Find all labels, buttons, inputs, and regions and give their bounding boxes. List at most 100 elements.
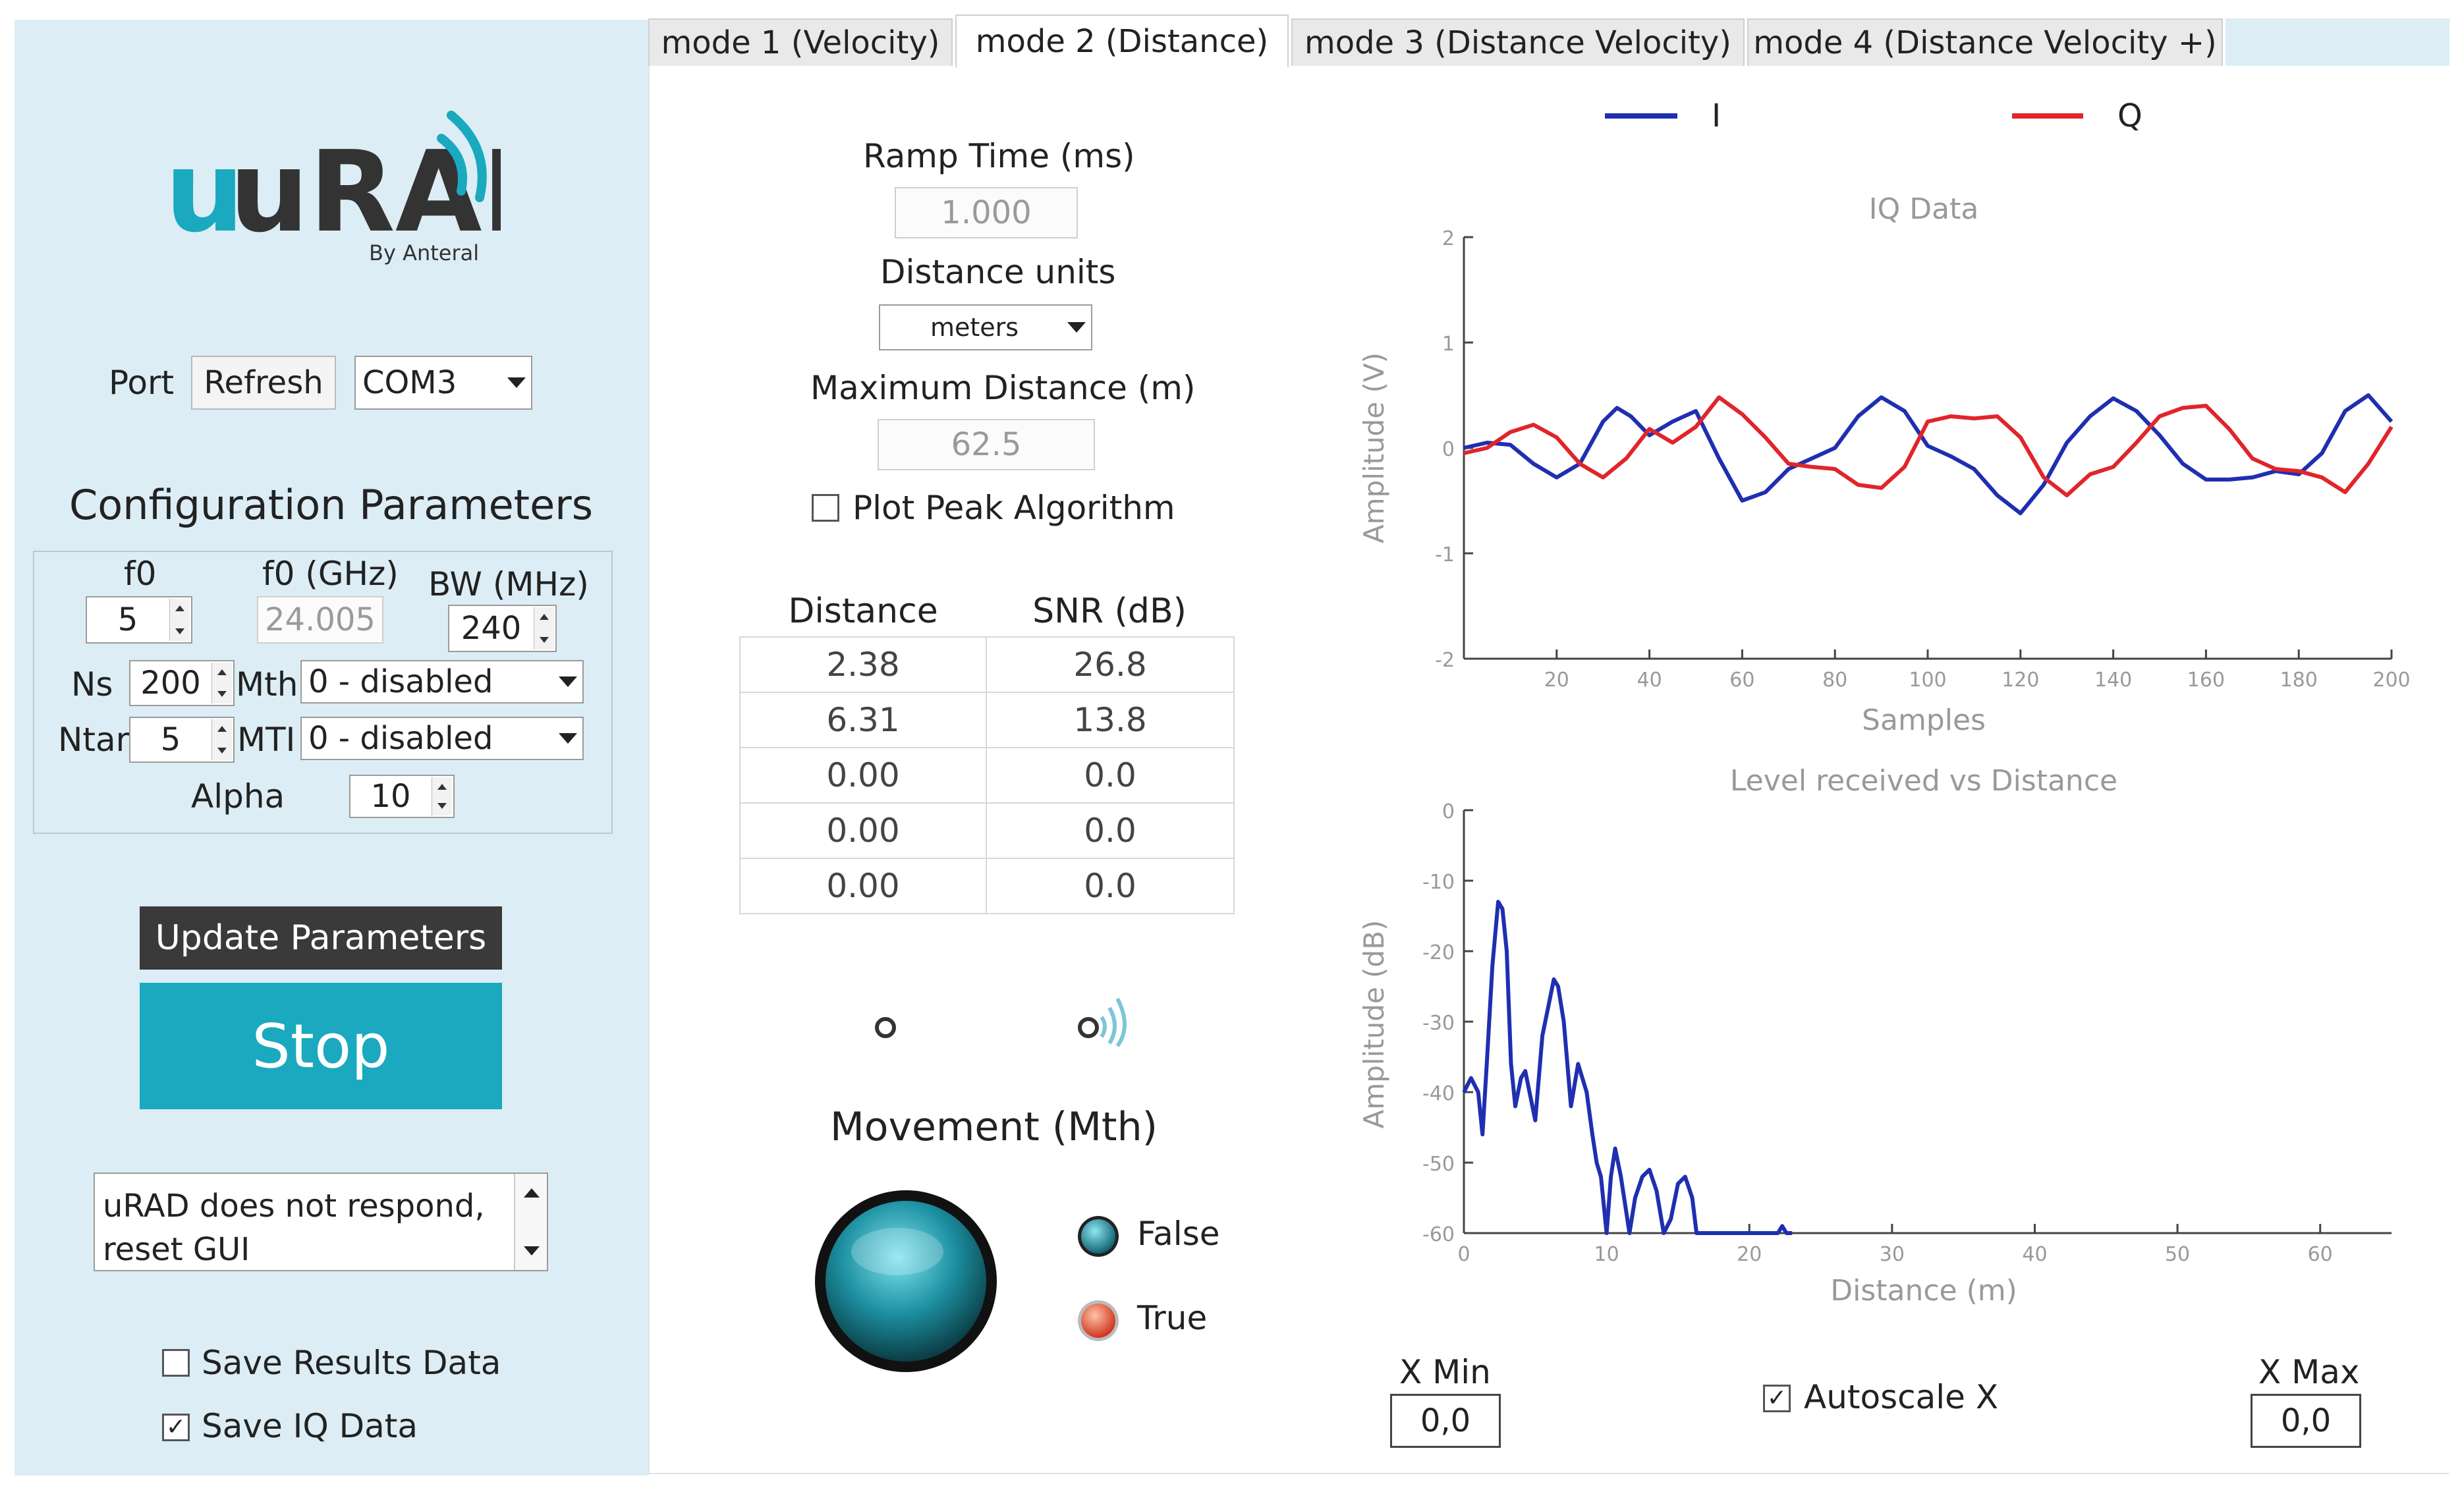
results-table: 2.38 26.8 6.31 13.8 0.00 0.0 0.00 0.0 0.… bbox=[739, 636, 1235, 918]
f0ghz-label: f0 (GHz) bbox=[262, 555, 399, 593]
save-results-checkbox[interactable] bbox=[162, 1349, 190, 1377]
mth-select-value: 0 - disabled bbox=[308, 663, 493, 700]
spinner-arrows-icon[interactable] bbox=[211, 663, 232, 704]
f0ghz-field: 24.005 bbox=[257, 596, 383, 644]
target-idle-icon bbox=[875, 1017, 896, 1038]
tab-mode-1[interactable]: mode 1 (Velocity) bbox=[648, 18, 953, 66]
stop-button[interactable]: Stop bbox=[140, 983, 502, 1109]
port-select[interactable]: COM3 bbox=[354, 356, 532, 410]
bw-value: 240 bbox=[461, 610, 522, 647]
ntar-value: 5 bbox=[160, 721, 181, 758]
port-label: Port bbox=[109, 364, 175, 402]
chevron-down-icon bbox=[559, 676, 577, 687]
distance-units-value: meters bbox=[930, 313, 1019, 342]
x-min-label: X Min bbox=[1399, 1353, 1491, 1391]
movement-title: Movement (Mth) bbox=[830, 1104, 1158, 1150]
level-chart-y-tick-label: -60 bbox=[1422, 1223, 1455, 1246]
false-label: False bbox=[1137, 1215, 1220, 1253]
tab-content-panel bbox=[648, 66, 2450, 1474]
mth-select[interactable]: 0 - disabled bbox=[300, 660, 584, 704]
chevron-down-icon bbox=[559, 733, 577, 744]
plot-peak-label: Plot Peak Algorithm bbox=[853, 489, 1175, 527]
table-cell: 6.31 bbox=[739, 692, 987, 748]
iq-chart-series-line-I bbox=[1463, 393, 2394, 516]
spinner-arrows-icon[interactable] bbox=[432, 777, 452, 815]
refresh-button[interactable]: Refresh bbox=[191, 356, 336, 410]
status-textbox[interactable]: uRAD does not respond, reset GUI bbox=[94, 1173, 548, 1271]
x-max-label: X Max bbox=[2258, 1353, 2360, 1391]
save-iq-checkbox[interactable]: ✓ bbox=[162, 1414, 190, 1441]
bw-label: BW (MHz) bbox=[428, 565, 589, 603]
spinner-arrows-icon[interactable] bbox=[211, 719, 232, 760]
logo-tagline: By Anteral bbox=[369, 240, 479, 265]
save-iq-label: Save IQ Data bbox=[202, 1407, 418, 1445]
distance-units-select[interactable]: meters bbox=[879, 304, 1092, 350]
level-chart-x-tick-label: 10 bbox=[1594, 1243, 1619, 1266]
tab-mode-4[interactable]: mode 4 (Distance Velocity +) bbox=[1747, 18, 2223, 66]
alpha-label: Alpha bbox=[191, 777, 285, 815]
mti-select[interactable]: 0 - disabled bbox=[300, 717, 584, 760]
table-cell: 0.0 bbox=[986, 858, 1235, 914]
status-message: uRAD does not respond, reset GUI bbox=[103, 1188, 485, 1268]
logo-wave-2 bbox=[447, 111, 487, 202]
iq-chart-x-tick-label: 100 bbox=[1909, 669, 1946, 692]
table-cell: 0.00 bbox=[739, 747, 987, 804]
ntar-spinbox[interactable]: 5 bbox=[129, 717, 235, 763]
false-led-icon bbox=[1078, 1216, 1119, 1257]
iq-chart-xlabel: Samples bbox=[1862, 704, 1986, 737]
tab-mode-2[interactable]: mode 2 (Distance) bbox=[955, 14, 1289, 67]
scroll-down-icon[interactable] bbox=[524, 1246, 540, 1255]
level-chart-y-tick-label: -20 bbox=[1422, 941, 1455, 964]
level-chart-x-tick-label: 20 bbox=[1737, 1243, 1762, 1266]
movement-indicator-led bbox=[815, 1190, 997, 1372]
urad-logo: u uRAD By Anteral bbox=[165, 111, 501, 265]
mti-label: MTI bbox=[237, 721, 296, 759]
iq-chart-title: IQ Data bbox=[1869, 192, 1979, 226]
tab-bar-filler bbox=[2226, 18, 2450, 66]
iq-chart-y-tick-label: -2 bbox=[1435, 649, 1455, 672]
true-label: True bbox=[1137, 1299, 1208, 1337]
level-chart-xlabel: Distance (m) bbox=[1830, 1274, 2017, 1308]
max-distance-label: Maximum Distance (m) bbox=[810, 369, 1196, 407]
update-parameters-button[interactable]: Update Parameters bbox=[140, 906, 502, 970]
table-cell: 26.8 bbox=[986, 636, 1235, 693]
table-cell: 2.38 bbox=[739, 636, 987, 693]
plot-peak-checkbox[interactable] bbox=[812, 494, 839, 522]
iq-chart-x-tick-label: 200 bbox=[2372, 669, 2410, 692]
bw-spinbox[interactable]: 240 bbox=[448, 605, 557, 652]
level-chart-series-line-0 bbox=[1462, 900, 1793, 1235]
iq-chart-x-tick-label: 140 bbox=[2094, 669, 2132, 692]
tab-mode-3[interactable]: mode 3 (Distance Velocity) bbox=[1291, 18, 1745, 66]
level-chart-ylabel: Amplitude (dB) bbox=[1358, 920, 1390, 1129]
iq-chart-x-tick-label: 120 bbox=[2002, 669, 2039, 692]
logo-wave-1 bbox=[437, 134, 467, 196]
f0-spinbox[interactable]: 5 bbox=[86, 596, 192, 644]
level-chart-y-tick-label: 0 bbox=[1442, 800, 1455, 823]
iq-chart-x-tick-label: 20 bbox=[1544, 669, 1569, 692]
x-max-input[interactable]: 0,0 bbox=[2251, 1394, 2361, 1448]
scroll-up-icon[interactable] bbox=[524, 1188, 540, 1198]
ns-spinbox[interactable]: 200 bbox=[129, 660, 235, 706]
mth-label: Mth bbox=[236, 665, 298, 704]
ns-value: 200 bbox=[140, 665, 201, 702]
autoscale-x-checkbox[interactable]: ✓ bbox=[1763, 1385, 1791, 1412]
ramp-time-field: 1.000 bbox=[895, 187, 1078, 238]
table-cell: 0.00 bbox=[739, 858, 987, 914]
level-chart-x-tick-label: 0 bbox=[1457, 1243, 1470, 1266]
status-scrollbar[interactable] bbox=[514, 1174, 547, 1270]
x-min-input[interactable]: 0,0 bbox=[1390, 1394, 1501, 1448]
f0-label: f0 bbox=[124, 555, 157, 593]
spinner-arrows-icon[interactable] bbox=[534, 607, 554, 649]
table-header-distance: Distance bbox=[788, 592, 938, 631]
level-chart-x-tick-label: 40 bbox=[2022, 1243, 2047, 1266]
alpha-value: 10 bbox=[370, 778, 411, 815]
iq-chart-y-tick-label: 1 bbox=[1442, 333, 1455, 356]
level-chart-x-tick-label: 50 bbox=[2165, 1243, 2190, 1266]
table-header-snr: SNR (dB) bbox=[1032, 592, 1187, 631]
table-cell: 13.8 bbox=[986, 692, 1235, 748]
ramp-time-label: Ramp Time (ms) bbox=[863, 137, 1135, 175]
chevron-down-icon bbox=[1067, 322, 1086, 333]
level-distance-plot: 0-10-20-30-40-50-600 10 20 30 40 50 60 bbox=[1422, 800, 2392, 1266]
spinner-arrows-icon[interactable] bbox=[169, 599, 190, 641]
alpha-spinbox[interactable]: 10 bbox=[349, 775, 455, 818]
